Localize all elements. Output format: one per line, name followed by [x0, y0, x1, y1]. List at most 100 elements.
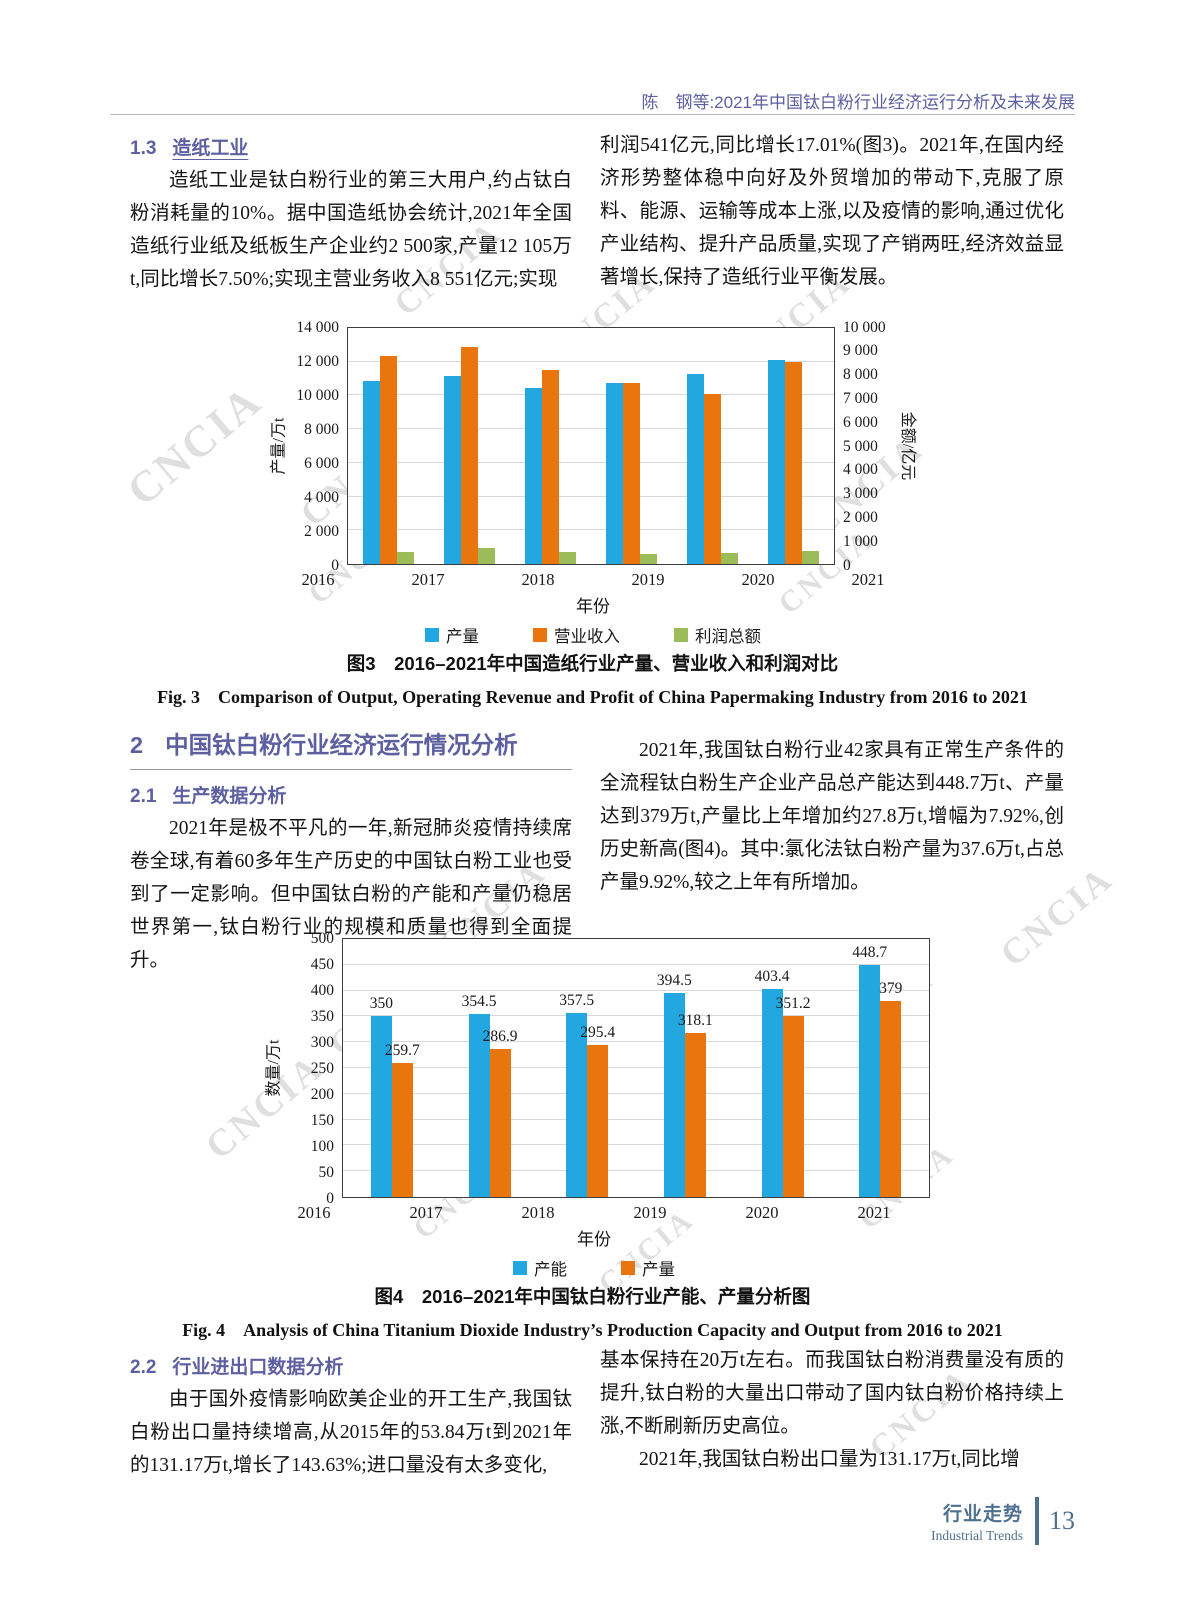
gridline: [348, 495, 834, 497]
footer-label: 行业走势 Industrial Trends: [931, 1499, 1023, 1544]
bar-产量: 295.4: [580, 1024, 615, 1197]
x-tick-labels: 2016 2017 2018 2019 2020 2021: [258, 1203, 930, 1223]
section-number: 1.3: [130, 138, 157, 159]
gridline: [348, 394, 834, 396]
bar-利润总额: [397, 551, 414, 564]
axis-tick-label: 8 000: [304, 420, 339, 438]
bar-group-2019: [591, 328, 672, 564]
x-tick-label: 2016: [301, 570, 335, 589]
bar-产量: [525, 388, 542, 564]
axis-title-text: 产量/万t: [270, 417, 287, 475]
bar-产量: [444, 376, 461, 564]
legend-item: 营业收入: [533, 623, 620, 647]
bar-产能: 354.5: [462, 993, 496, 1197]
legend-item: 利润总额: [674, 623, 761, 647]
axis-tick-label: 6 000: [304, 454, 339, 472]
gridline: [348, 428, 834, 430]
bar-产能: 357.5: [559, 992, 594, 1197]
paragraph: 2021年,我国钛白粉行业42家具有正常生产条件的全流程钛白粉生产企业产品总产能…: [600, 740, 1064, 893]
x-tick-label: 2020: [745, 1203, 779, 1222]
axis-tick-label: 200: [310, 1085, 334, 1103]
axis-tick-label: 50: [318, 1163, 335, 1181]
bar-group-2018: [510, 328, 591, 564]
bar-group-2021: [753, 328, 834, 564]
legend-item: 产量: [425, 623, 479, 647]
axis-tick-label: 2 000: [304, 522, 339, 540]
axis-tick-label: 10 000: [843, 318, 886, 336]
column-left-1: 1.3 造纸工业 造纸工业是钛白粉行业的第三大用户,约占钛白粉消耗量的10%。据中…: [130, 133, 572, 297]
bar-产量: 379: [879, 980, 902, 1197]
bar-value-label: 318.1: [677, 1011, 713, 1029]
gridline: [343, 963, 929, 965]
bar-value-label: 379: [879, 980, 903, 998]
section-title: 造纸工业: [172, 138, 249, 159]
axis-title-text: 数量/万t: [265, 1039, 282, 1097]
x-tick-label: 2017: [411, 570, 445, 589]
watermark: CNCIA: [117, 375, 272, 516]
legend-swatch: [425, 628, 439, 642]
axis-tick-label: 300: [310, 1033, 334, 1051]
header-rule: [110, 114, 1075, 115]
gridline: [343, 1067, 929, 1068]
axis-tick-label: 7 000: [843, 389, 878, 407]
axis-tick-label: 5 000: [843, 437, 878, 455]
gridline: [348, 360, 834, 362]
bar-产量: [606, 382, 623, 564]
x-tick-label: 2018: [521, 570, 555, 589]
section-heading-2-2: 2.2 行业进出口数据分析: [130, 1352, 572, 1379]
axis-tick-label: 400: [310, 981, 334, 999]
bar-group-2017: 354.5 286.9: [441, 939, 539, 1197]
bar-group-2017: [429, 328, 510, 564]
section-heading-2: 2 中国钛白粉行业经济运行情况分析: [130, 726, 572, 770]
papermaking-bar-chart: 产量/万t 0 2 000 4 000 6 000 8 000 10 000 12 000 14…: [263, 319, 923, 647]
axis-tick-label: 1 000: [843, 532, 878, 550]
bar-group-2016: 350 259.7: [343, 939, 441, 1197]
bar-营业收入: [461, 346, 478, 564]
bar-group-2018: 357.5 295.4: [538, 939, 636, 1197]
bar-产量: [363, 381, 380, 564]
gridline: [343, 1092, 929, 1094]
x-axis-title: 年份: [576, 597, 610, 616]
paragraph: 造纸工业是钛白粉行业的第三大用户,约占钛白粉消耗量的10%。据中国造纸协会统计,…: [130, 170, 572, 290]
bar-利润总额: [721, 553, 738, 564]
footer-label-cn: 行业走势: [942, 1503, 1023, 1525]
gridline: [343, 1144, 929, 1146]
column-right-3: 基本保持在20万t左右。而我国钛白粉消费量没有质的提升,钛白粉的大量出口带动了国…: [600, 1345, 1064, 1477]
gridline: [343, 1118, 929, 1120]
page-number: 13: [1049, 1506, 1075, 1535]
figure3-caption-en: Fig. 3 Comparison of Output, Operating R…: [157, 687, 1028, 707]
bar-group-2016: [348, 328, 429, 564]
legend-label: 产量: [642, 1261, 675, 1279]
legend-label: 产量: [446, 628, 479, 646]
bar-value-label: 394.5: [656, 972, 692, 990]
figure3-caption-cn: 图3 2016–2021年中国造纸行业产量、营业收入和利润对比: [346, 653, 839, 674]
bar-value-label: 357.5: [559, 991, 595, 1009]
legend-swatch: [533, 628, 547, 642]
bar-value-label: 351.2: [775, 994, 811, 1012]
left-axis-title: 数量/万t: [258, 938, 284, 1198]
bar-group-2019: 394.5 318.1: [636, 939, 734, 1197]
axis-tick-label: 14 000: [296, 318, 339, 336]
section-number: 2.1: [130, 786, 157, 807]
figure4-caption: 图4 2016–2021年中国钛白粉行业产能、产量分析图 Fig. 4 Anal…: [110, 1283, 1075, 1342]
bar-value-label: 350: [369, 995, 393, 1013]
bar-利润总额: [640, 553, 657, 564]
bar-value-label: 286.9: [482, 1027, 518, 1045]
running-header: 陈 钢等:2021年中国钛白粉行业经济运行分析及未来发展: [641, 93, 1075, 112]
figure3-caption: 图3 2016–2021年中国造纸行业产量、营业收入和利润对比 Fig. 3 C…: [110, 650, 1075, 709]
paragraph: 基本保持在20万t左右。而我国钛白粉消费量没有质的提升,钛白粉的大量出口带动了国…: [600, 1350, 1064, 1437]
legend-label: 营业收入: [554, 628, 620, 646]
chart-legend: 产能 产量: [258, 1256, 930, 1280]
right-axis-ticks: 0 1 000 2 000 3 000 4 000 5 000 6 000 7 000 8 00…: [835, 319, 897, 572]
right-axis-title: 金额/亿元: [897, 327, 923, 565]
column-right-2: 2021年,我国钛白粉行业42家具有正常生产条件的全流程钛白粉生产企业产品总产能…: [600, 735, 1064, 900]
bar-营业收入: [380, 356, 397, 564]
axis-tick-label: 0: [326, 1189, 334, 1207]
section-number: 2.2: [130, 1357, 157, 1378]
gridline: [343, 1041, 929, 1043]
axis-tick-label: 0: [331, 556, 339, 574]
legend-item: 产量: [621, 1256, 675, 1280]
bar-营业收入: [623, 383, 640, 564]
axis-tick-label: 0: [843, 556, 851, 574]
